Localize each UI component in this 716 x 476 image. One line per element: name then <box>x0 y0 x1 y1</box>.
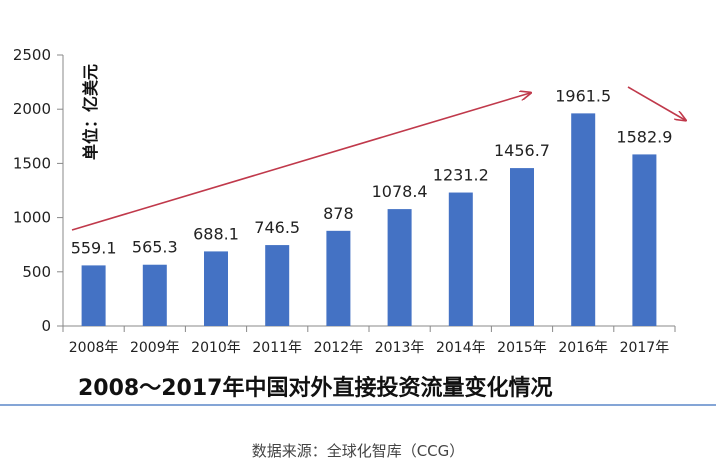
bar-2008年 <box>81 265 106 326</box>
bar-2016年 <box>571 113 596 326</box>
y-tick-label: 2000 <box>13 100 51 118</box>
bar-2017年 <box>632 154 657 326</box>
data-label: 878 <box>323 204 354 223</box>
x-tick-label: 2008年 <box>69 340 119 356</box>
bar-2015年 <box>510 168 534 326</box>
bar-2009年 <box>142 264 167 326</box>
y-tick-label: 1500 <box>13 154 51 172</box>
bar-2012年 <box>326 230 351 326</box>
data-label: 1456.7 <box>494 141 550 160</box>
data-labels: 559.1 565.3 688.1 746.5 878 1078.4 1231.2 1456.… <box>71 86 673 257</box>
x-tick-label: 2015年 <box>497 340 547 356</box>
x-tick-label: 2013年 <box>375 340 425 356</box>
data-label: 565.3 <box>132 238 178 257</box>
trend-arrow-down <box>627 86 685 120</box>
x-tick-label: 2010年 <box>191 340 241 356</box>
x-tick-label: 2012年 <box>314 340 364 356</box>
y-tick-label: 0 <box>41 317 51 335</box>
x-axis: 2008年 2009年 2010年 2011年 2012年 2013年 2014年 2015年… <box>62 325 676 356</box>
data-label: 559.1 <box>71 238 117 257</box>
bar-2014年 <box>448 192 473 326</box>
bar-2013年 <box>387 209 412 326</box>
x-tick-label: 2014年 <box>436 340 486 356</box>
data-label: 1582.9 <box>616 127 672 146</box>
chart-title: 2008～2017年中国对外直接投资流量变化情况 <box>78 375 552 401</box>
x-tick-label: 2009年 <box>130 340 180 356</box>
trend-arrows <box>71 86 685 231</box>
data-label: 688.1 <box>193 224 239 243</box>
y-tick-label: 2500 <box>13 46 51 64</box>
y-tick-label: 500 <box>22 263 51 281</box>
bars <box>81 113 657 326</box>
x-tick-label: 2016年 <box>558 340 608 356</box>
x-tick-label: 2011年 <box>252 340 302 356</box>
bar-2011年 <box>265 245 290 326</box>
data-label: 1231.2 <box>433 166 489 185</box>
data-label: 746.5 <box>254 218 300 237</box>
trend-arrow-up <box>71 93 530 231</box>
data-label: 1961.5 <box>555 86 611 105</box>
data-label: 1078.4 <box>372 182 428 201</box>
bar-2010年 <box>204 251 228 326</box>
y-axis: 0 500 1000 1500 2000 2500 <box>13 46 64 335</box>
unit-label: 单位：亿美元 <box>81 64 100 160</box>
y-tick-label: 1000 <box>13 209 51 227</box>
x-tick-label: 2017年 <box>620 340 670 356</box>
source-note: 数据来源：全球化智库（CCG） <box>251 442 465 460</box>
